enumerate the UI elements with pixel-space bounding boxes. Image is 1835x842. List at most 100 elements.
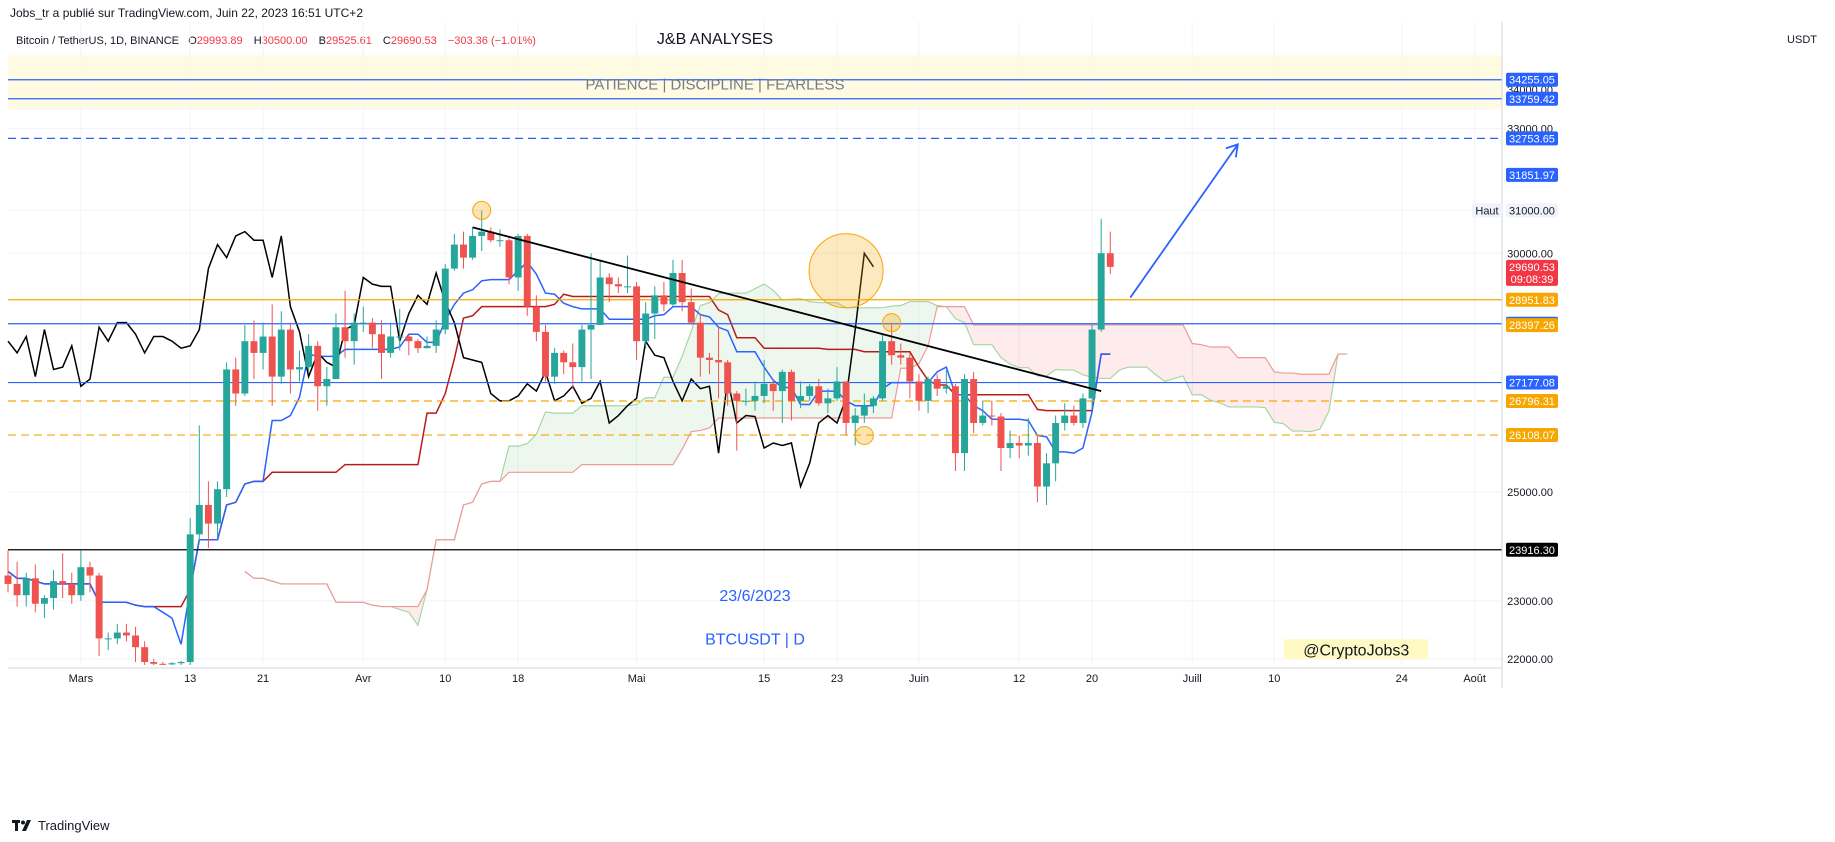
candle-body <box>705 357 713 360</box>
price-label-text: 33759.42 <box>1509 94 1555 106</box>
candle-body <box>997 416 1005 449</box>
candle-body <box>414 341 422 349</box>
candle-body <box>168 663 176 665</box>
candle-body <box>159 663 167 665</box>
candle-body <box>113 632 121 639</box>
candle-body <box>669 273 677 305</box>
price-label-tag <box>1506 72 1558 87</box>
candle-body <box>933 379 941 389</box>
candle-body <box>860 405 868 416</box>
candle-body <box>1015 442 1023 446</box>
symbol-name[interactable]: Bitcoin / TetherUS, 1D, BINANCE <box>16 35 180 47</box>
candle-body <box>95 575 103 639</box>
cloud-segment <box>1010 324 1020 368</box>
candle-body <box>787 371 795 401</box>
time-tick: Avr <box>355 673 372 685</box>
cloud-segment <box>709 293 719 428</box>
candle-body <box>268 336 276 377</box>
cloud-segment <box>399 606 409 613</box>
cloud-segment <box>1183 324 1193 395</box>
span-b-line <box>244 306 1348 608</box>
cloud-segment <box>1174 324 1184 379</box>
candle-body <box>1088 329 1096 399</box>
candle-body <box>195 504 203 535</box>
candle-body <box>879 341 886 399</box>
candle-body <box>378 334 385 353</box>
chart-title: J&B ANALYSES <box>657 31 773 48</box>
candle-body <box>478 231 486 236</box>
candle-body <box>523 235 531 307</box>
candle-body <box>560 352 568 363</box>
candle-body <box>696 322 704 358</box>
candle-body <box>141 647 149 663</box>
candle-body <box>359 322 367 324</box>
candle-body <box>970 379 978 423</box>
candle-body <box>633 286 641 342</box>
high-marker-box <box>1472 203 1502 218</box>
candle-body <box>1061 415 1069 423</box>
cloud-segment <box>663 377 674 465</box>
cloud-segment <box>1274 371 1284 424</box>
time-tick: 24 <box>1396 673 1408 685</box>
time-tick: 13 <box>184 673 196 685</box>
candle-body <box>31 578 39 604</box>
candle-body <box>350 322 358 342</box>
candle-body <box>241 341 249 394</box>
cloud-segment <box>1155 324 1165 382</box>
currency-label[interactable]: USDT <box>1787 34 1817 46</box>
change-value: −303.36 (−1.01%) <box>447 35 536 47</box>
cloud-segment <box>1192 343 1202 395</box>
time-tick: Juin <box>909 673 929 685</box>
candle-body <box>988 415 996 417</box>
cloud-segment <box>1137 324 1147 368</box>
candle-body <box>250 341 258 353</box>
highlight-circle <box>472 200 492 220</box>
candle-body <box>951 386 959 454</box>
cloud-segment <box>864 307 874 419</box>
time-tick: 10 <box>439 673 451 685</box>
cloud-segment <box>891 305 901 419</box>
brand-label: TradingView <box>38 818 110 833</box>
candle-body <box>296 367 303 370</box>
time-tick: 15 <box>758 673 770 685</box>
candle-body <box>460 244 467 258</box>
time-tick: Août <box>1463 673 1486 685</box>
cloud-segment <box>645 397 655 465</box>
cloud-segment <box>1119 324 1129 371</box>
price-tick: 30000.00 <box>1507 248 1553 260</box>
candle-body <box>286 329 294 370</box>
price-label-text: 27177.08 <box>1509 378 1555 390</box>
high-label: H <box>253 35 262 47</box>
candle-body <box>505 240 513 278</box>
candle-body <box>605 277 613 285</box>
price-label-tag <box>1506 542 1558 557</box>
candle-body <box>760 383 768 396</box>
high-marker-label: Haut <box>1475 205 1498 217</box>
candle-body <box>979 415 987 423</box>
price-label-text: 31851.97 <box>1509 170 1555 182</box>
candle-body <box>942 386 950 389</box>
candle-body <box>487 231 495 241</box>
candle-body <box>851 415 859 423</box>
watermark-handle: @CryptoJobs3 <box>1303 642 1409 659</box>
candle-body <box>305 345 313 368</box>
time-tick: Mars <box>69 673 94 685</box>
candle-body <box>1097 253 1105 330</box>
tradingview-brand[interactable]: TradingView <box>12 818 110 833</box>
cloud-segment <box>600 405 610 465</box>
candle-body <box>551 352 559 377</box>
candle-body <box>642 313 650 342</box>
candle-body <box>423 345 431 349</box>
time-tick: 10 <box>1268 673 1280 685</box>
cloud-segment <box>1000 324 1011 365</box>
candle-body <box>614 284 622 287</box>
candle-body <box>86 567 94 576</box>
cloud-segment <box>563 413 573 473</box>
price-label-tag <box>1506 91 1558 106</box>
time-tick: 23 <box>831 673 843 685</box>
candle-body <box>4 575 12 584</box>
candle-body <box>724 362 732 394</box>
cloud-segment <box>1037 324 1047 377</box>
candle-body <box>596 277 604 325</box>
